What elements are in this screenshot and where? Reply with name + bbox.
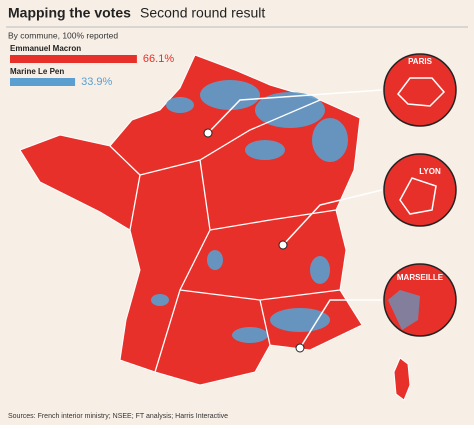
title: Mapping the votes — [8, 5, 131, 21]
map — [19, 54, 411, 401]
note: By commune, 100% reported — [8, 30, 118, 40]
leader-lines — [207, 89, 383, 349]
corsica — [393, 357, 411, 401]
inset-circle — [383, 153, 457, 227]
source: Sources: French interior ministry; NSEE;… — [8, 413, 228, 420]
insets: PARIS LYON MARSEILLE — [383, 53, 457, 337]
points — [203, 128, 305, 353]
inset-circle — [383, 53, 457, 127]
inset-label: LYON — [419, 167, 441, 176]
legend-name: Emmanuel Macron — [10, 44, 81, 53]
legend-value: 66.1% — [143, 53, 174, 65]
region-borders — [109, 99, 341, 373]
legend-name: Marine Le Pen — [10, 67, 64, 76]
legend-bar — [10, 78, 76, 86]
legend-value: 33.9% — [81, 76, 112, 88]
inset-label: PARIS — [408, 57, 433, 66]
subtitle: Second round result — [140, 5, 265, 21]
le-pen-areas — [151, 80, 348, 343]
legend: Emmanuel Macron 66.1% Marine Le Pen 33.9% — [10, 44, 174, 88]
legend-bar — [10, 55, 137, 63]
france — [19, 54, 363, 386]
inset-label: MARSEILLE — [397, 273, 444, 282]
